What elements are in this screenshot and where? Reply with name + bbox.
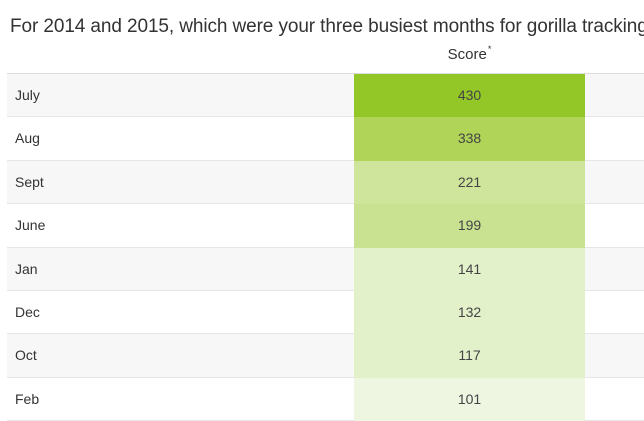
table-row: Feb 101	[7, 377, 644, 421]
table-row: Aug 338	[7, 117, 644, 161]
score-cell: 101	[354, 377, 585, 421]
row-label: Aug	[15, 130, 40, 147]
score-table: July 430 Aug 338 Sept 221 June 199 Jan 1…	[7, 73, 644, 421]
table-row: Dec 132	[7, 290, 644, 335]
table-row: June 199	[7, 204, 644, 248]
table-row: July 430	[7, 74, 644, 118]
chart-title: For 2014 and 2015, which were your three…	[10, 16, 644, 37]
row-label: July	[15, 87, 40, 103]
row-label: Feb	[15, 390, 40, 407]
score-footnote-marker: *	[487, 44, 492, 54]
score-cell: 338	[354, 117, 585, 161]
row-label: June	[15, 217, 46, 234]
score-cell: 430	[354, 74, 585, 118]
score-column-header: Score*	[354, 44, 585, 63]
score-cell: 199	[354, 204, 585, 248]
row-label: Sept	[15, 173, 44, 190]
table-row: Jan 141	[7, 247, 644, 291]
row-label: Oct	[15, 347, 37, 364]
table-row: Oct 117	[7, 334, 644, 378]
row-label: Dec	[15, 303, 40, 320]
score-cell: 117	[354, 334, 585, 378]
table-row: Sept 221	[7, 160, 644, 205]
score-header-label: Score	[447, 46, 487, 63]
score-cell: 141	[354, 247, 585, 291]
score-cell: 221	[354, 160, 585, 205]
score-cell: 132	[354, 290, 585, 335]
row-label: Jan	[15, 260, 38, 277]
